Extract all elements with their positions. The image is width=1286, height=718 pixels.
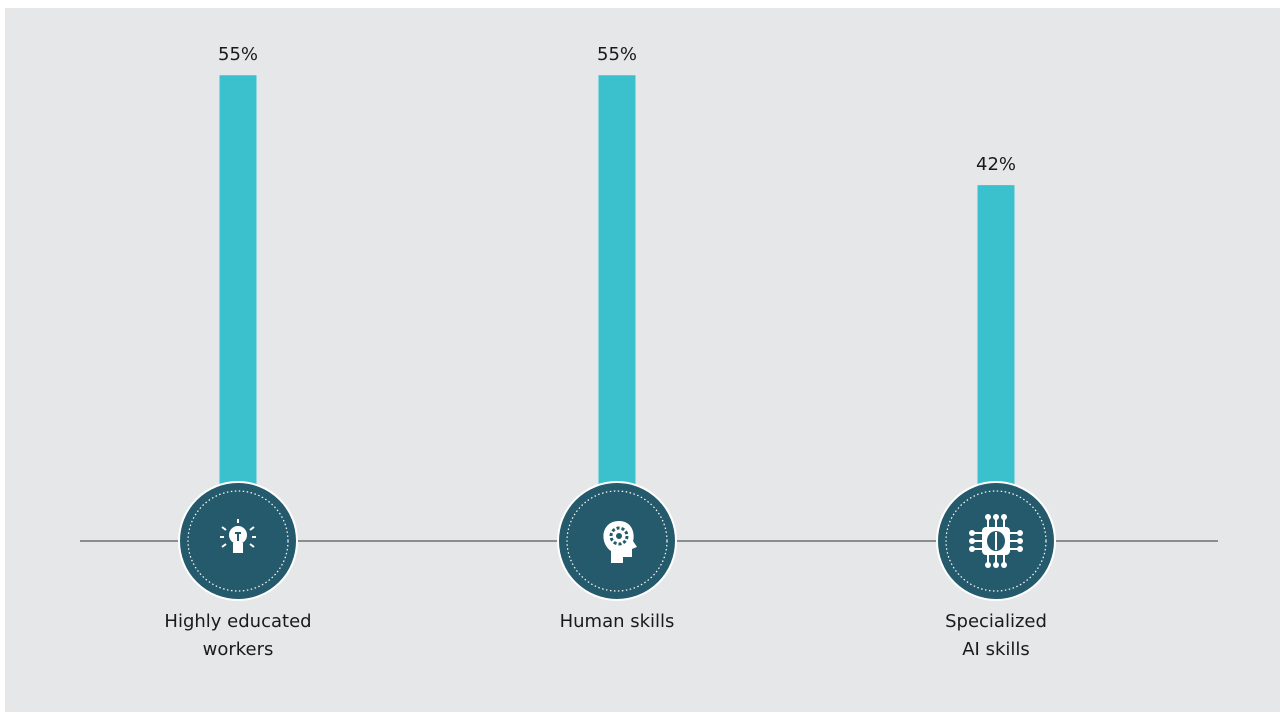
icon-part <box>1017 530 1023 536</box>
icon-part <box>993 562 999 568</box>
badge-ring <box>566 490 668 592</box>
icon-part <box>969 530 975 536</box>
bars <box>219 75 1015 540</box>
icon-part <box>609 526 629 546</box>
icon-part <box>237 533 239 541</box>
icon-part <box>221 526 227 531</box>
bar <box>977 185 1015 540</box>
bar <box>598 75 636 540</box>
icon-part <box>969 538 975 544</box>
icon-part <box>221 543 227 548</box>
badge-ring <box>945 490 1047 592</box>
icon-part <box>249 526 255 531</box>
icon-part <box>993 514 999 520</box>
bar <box>219 75 257 540</box>
icon-part <box>1017 538 1023 544</box>
icon-part <box>616 533 622 539</box>
icon-part <box>1017 546 1023 552</box>
icons <box>178 481 1056 601</box>
icon-badge <box>178 481 298 601</box>
icon-part <box>233 543 243 553</box>
icon-badge <box>936 481 1056 601</box>
value-label: 55% <box>217 44 259 66</box>
category-label: Human skills <box>559 611 675 632</box>
icon-part <box>969 546 975 552</box>
icon-badge <box>557 481 677 601</box>
value-label: 55% <box>596 44 638 66</box>
icon-part <box>985 514 991 520</box>
category-label: Specialized AI skills <box>945 611 1047 660</box>
value-label: 42% <box>975 154 1017 176</box>
icon-part <box>1001 514 1007 520</box>
icon-part <box>985 562 991 568</box>
category-label: Highly educated workers <box>164 611 312 660</box>
icon-part <box>603 521 637 563</box>
icon-part <box>1001 562 1007 568</box>
badge-ring <box>187 490 289 592</box>
panel <box>5 8 1280 712</box>
icon-part <box>249 543 255 548</box>
